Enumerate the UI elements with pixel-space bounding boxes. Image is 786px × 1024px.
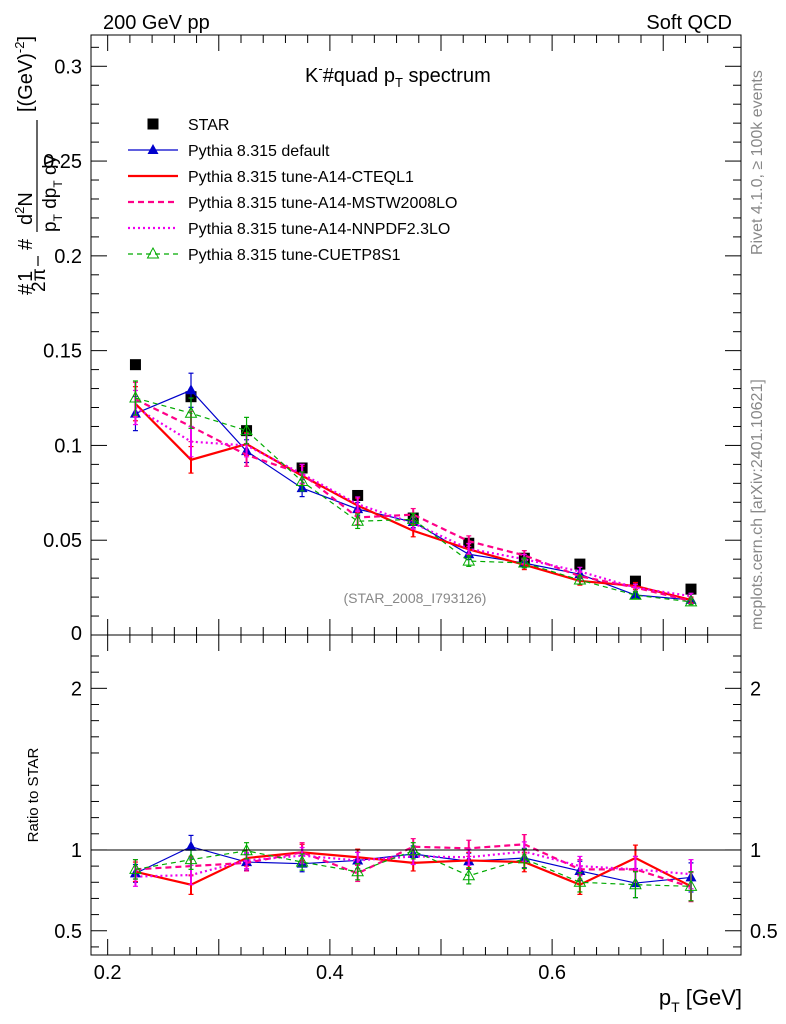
mcplots-label: mcplots.cern.ch [arXiv:2401.10621] xyxy=(749,379,766,630)
legend-marker-star xyxy=(147,118,159,130)
ratio-ytick-label-right: 2 xyxy=(750,678,761,700)
main-ytick-label: 0.3 xyxy=(54,56,82,78)
ratio-point-cuetp xyxy=(684,879,698,891)
header-right: Soft QCD xyxy=(646,12,732,34)
legend-label-mstw: Pythia 8.315 tune-A14-MSTW2008LO xyxy=(188,195,457,212)
main-line-mstw xyxy=(134,398,692,602)
legend-label-star: STAR xyxy=(188,117,229,134)
main-point-cuetp xyxy=(295,474,309,486)
xtick-label: 0.2 xyxy=(94,962,122,984)
ratio-series-cuetp xyxy=(129,842,698,902)
main-ytick-label: 0 xyxy=(71,623,82,645)
main-ytick-label: 0.15 xyxy=(43,341,82,363)
main-point-star xyxy=(574,558,586,570)
main-line-def xyxy=(135,389,692,601)
main-series-mstw xyxy=(132,381,694,605)
main-point-star xyxy=(629,575,641,587)
ratio-ytick-label: 2 xyxy=(71,678,82,700)
ratio-series-group xyxy=(129,833,698,903)
legend-label-cteq: Pythia 8.315 tune-A14-CTEQL1 xyxy=(188,169,414,186)
ratio-line-mstw xyxy=(135,843,692,889)
main-series-star xyxy=(129,359,697,595)
xtick-label: 0.6 xyxy=(538,962,566,984)
ratio-point-cuetp xyxy=(351,864,365,877)
main-title: K-#quad pT spectrum xyxy=(305,61,491,90)
ratio-point-cuetp xyxy=(295,855,309,867)
main-point-def xyxy=(185,384,197,395)
header-left: 200 GeV pp xyxy=(103,12,210,34)
ratio-point-cuetp xyxy=(629,877,642,890)
main-y-axis-title: #1 2π # d2N pT dpT dy [(GeV)-2] xyxy=(12,36,65,295)
svg-text:#: # xyxy=(15,238,37,250)
ratio-point-cuetp xyxy=(517,851,531,864)
main-ytick-label: 0.25 xyxy=(43,151,82,173)
main-point-star xyxy=(129,359,141,371)
ratio-point-cuetp xyxy=(184,852,198,865)
svg-text:2π: 2π xyxy=(29,268,50,292)
main-point-cuetp xyxy=(684,594,698,607)
legend-marker-def xyxy=(147,144,159,154)
main-ytick-label: 0.2 xyxy=(54,246,82,268)
main-point-cuetp xyxy=(184,406,198,418)
main-point-star xyxy=(352,489,364,501)
main-point-cuetp xyxy=(573,572,587,585)
ratio-axis-ticks: 0.2 0.4 0.6 0.5 0.5 1 1 2 2 xyxy=(54,635,778,984)
xtick-label: 0.4 xyxy=(316,962,344,984)
main-point-cuetp xyxy=(517,555,531,568)
ratio-ytick-label: 0.5 xyxy=(54,921,82,943)
ratio-ytick-label: 1 xyxy=(71,840,82,862)
ratio-point-def xyxy=(185,840,197,851)
main-point-cuetp xyxy=(129,390,142,403)
ratio-plot-frame xyxy=(90,634,742,956)
legend-label-nnpdf: Pythia 8.315 tune-A14-NNPDF2.3LO xyxy=(188,221,450,238)
main-ytick-label: 0.05 xyxy=(43,530,82,552)
analysis-watermark: (STAR_2008_I793126) xyxy=(344,590,487,606)
main-ytick-label: 0.1 xyxy=(54,435,82,457)
svg-text:d2N: d2N xyxy=(12,192,37,225)
main-point-cuetp xyxy=(406,512,420,524)
main-series-def xyxy=(129,372,697,604)
ratio-ytick-label-right: 1 xyxy=(750,840,761,862)
legend-marker-cuetp xyxy=(146,246,160,259)
main-series-cuetp xyxy=(129,380,698,607)
main-line-cteq xyxy=(134,402,692,601)
main-series-group xyxy=(129,359,698,607)
legend-label-cuetp: Pythia 8.315 tune-CUETP8S1 xyxy=(188,247,401,264)
x-axis-title: pT [GeV] xyxy=(659,985,742,1015)
main-point-star xyxy=(685,583,697,595)
ratio-y-axis-title: Ratio to STAR xyxy=(25,747,42,842)
ratio-point-cuetp xyxy=(573,875,587,887)
main-point-cuetp xyxy=(629,588,642,600)
main-point-cuetp xyxy=(351,514,365,526)
rivet-label: Rivet 4.1.0, ≥ 100k events xyxy=(749,70,766,255)
svg-text:[(GeV)-2]: [(GeV)-2] xyxy=(12,36,37,112)
legend: STAR Pythia 8.315 default Pythia 8.315 tun… xyxy=(128,117,457,264)
ratio-point-cuetp xyxy=(462,868,476,881)
main-line-cuetp xyxy=(135,397,692,603)
ratio-line-cuetp xyxy=(135,850,692,887)
main-axis-ticks: 0.05 0.1 0.15 0.2 0.25 0.3 0 xyxy=(43,35,741,645)
main-line-nnpdf xyxy=(134,406,692,598)
main-point-cuetp xyxy=(240,423,253,436)
main-point-cuetp xyxy=(462,554,476,566)
ratio-point-cuetp xyxy=(129,862,142,874)
ratio-ytick-label-right: 0.5 xyxy=(750,921,778,943)
legend-label-def: Pythia 8.315 default xyxy=(188,143,330,160)
